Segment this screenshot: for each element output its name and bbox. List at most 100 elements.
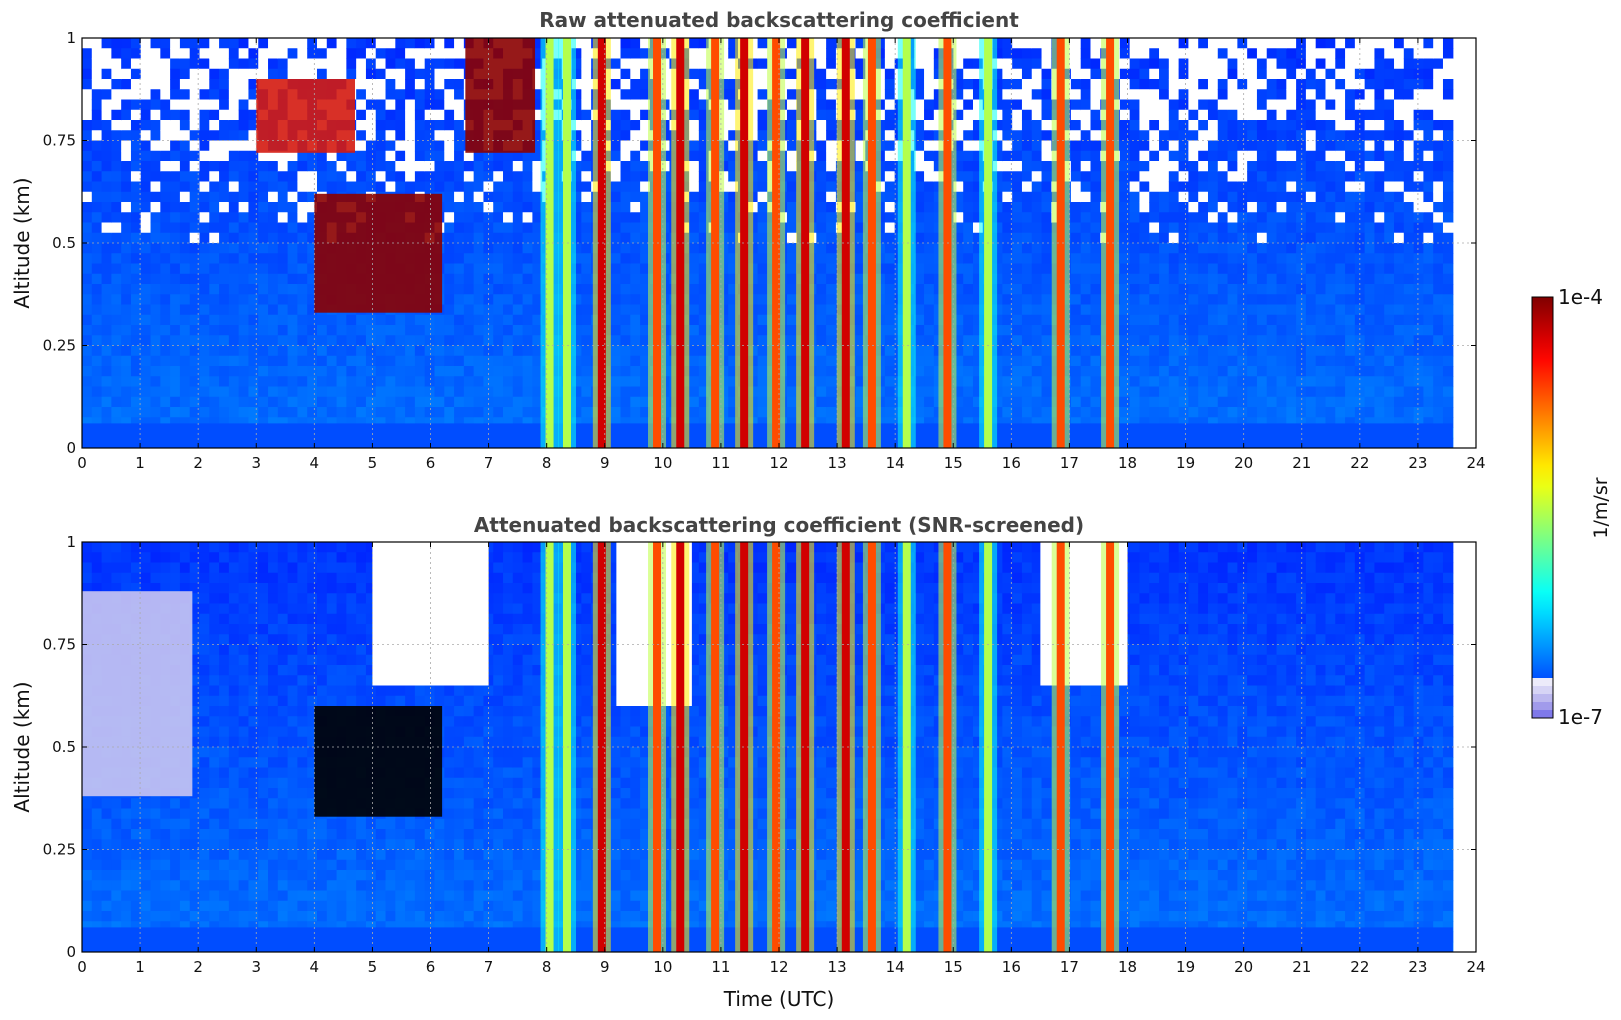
heat-cell <box>1217 304 1229 316</box>
heat-cell <box>1247 202 1258 213</box>
heat-cell <box>728 243 739 254</box>
heat-cell <box>209 89 220 101</box>
heat-cell <box>1070 396 1082 408</box>
heat-cell <box>1276 366 1287 377</box>
heat-cell <box>179 150 191 162</box>
heat-cell <box>953 232 964 244</box>
heat-cell <box>1296 120 1307 131</box>
heat-cell <box>640 325 651 336</box>
heat-cell <box>698 355 710 367</box>
heat-cell <box>963 304 974 316</box>
heat-cell <box>238 191 250 203</box>
heat-cell <box>1296 314 1307 326</box>
heat-cell <box>209 171 220 183</box>
heat-cell <box>385 407 396 418</box>
heat-cell <box>786 79 798 90</box>
heat-cell <box>91 161 103 172</box>
heat-cell <box>385 161 396 172</box>
heat-cell <box>620 99 631 111</box>
heat-cell <box>1266 386 1278 398</box>
heat-cell <box>522 150 533 162</box>
heat-cell <box>728 130 739 142</box>
heat-cell <box>1080 48 1092 60</box>
heat-cell <box>689 263 700 275</box>
heat-cell <box>238 130 250 142</box>
heat-cell <box>1149 99 1160 111</box>
heat-cell <box>855 212 866 224</box>
heat-cell <box>219 366 230 377</box>
heat-cell <box>522 202 533 213</box>
heat-cell <box>571 273 582 285</box>
heat-cell <box>1119 150 1131 162</box>
heat-cell <box>199 38 210 49</box>
heat-cell <box>1090 212 1101 224</box>
heat-cell <box>532 355 543 367</box>
heat-cell <box>689 345 700 357</box>
heat-cell <box>444 109 455 121</box>
heat-cell <box>326 48 338 60</box>
heat-cell <box>1159 109 1170 121</box>
heat-cell <box>277 386 289 398</box>
heat-cell <box>375 99 387 111</box>
heat-cell <box>1207 273 1219 285</box>
heat-cell <box>786 386 798 398</box>
heat-cell <box>1207 325 1219 336</box>
heat-cell <box>248 181 259 193</box>
heat-cell <box>1256 253 1268 265</box>
heat-cell <box>924 232 935 244</box>
heat-cell <box>728 376 739 388</box>
heat-cell <box>581 150 592 162</box>
heat-cell <box>170 253 181 265</box>
heat-cell <box>728 407 739 418</box>
heat-cell <box>228 355 240 367</box>
heat-cell <box>375 109 387 121</box>
heat-cell <box>287 386 299 398</box>
heat-cell <box>219 253 230 265</box>
heat-cell <box>620 68 631 80</box>
heat-cell <box>375 171 387 183</box>
heat-cell <box>1149 212 1160 224</box>
heat-cell <box>140 222 152 234</box>
heat-cell <box>277 222 289 234</box>
heat-cell <box>160 191 171 203</box>
heat-cell <box>630 130 641 142</box>
heat-cell <box>209 191 220 203</box>
heat-cell <box>757 89 768 101</box>
heat-cell <box>434 120 445 131</box>
heat-cell <box>1119 120 1131 131</box>
heat-cell <box>219 243 230 254</box>
heat-cell <box>130 376 142 388</box>
heat-cell <box>101 48 112 60</box>
heat-cell <box>209 314 220 326</box>
heat-cell <box>620 376 631 388</box>
heat-cell <box>1002 120 1013 131</box>
heat-cell <box>914 314 925 326</box>
heat-cell <box>728 222 739 234</box>
heat-cell <box>1207 140 1219 152</box>
heat-cell <box>884 140 896 152</box>
heat-cell <box>884 345 896 357</box>
heat-cell <box>571 325 582 336</box>
heat-cell <box>689 99 700 111</box>
heat-cell <box>884 314 896 326</box>
heat-cell <box>405 335 416 347</box>
heat-cell <box>1237 68 1248 80</box>
heat-cell <box>365 325 377 336</box>
heat-cell <box>160 243 171 254</box>
heat-cell <box>248 284 259 295</box>
heat-cell <box>522 263 533 275</box>
heat-cell <box>972 417 984 429</box>
heat-cell <box>121 48 132 60</box>
heat-cell <box>532 99 543 111</box>
heat-cell <box>1149 109 1160 121</box>
heat-cell <box>189 191 201 203</box>
heat-cell <box>1021 89 1033 101</box>
heat-cell <box>581 38 592 49</box>
heat-cell <box>140 58 152 70</box>
heat-cell <box>82 58 93 70</box>
heat-cell <box>101 202 112 213</box>
heat-cell <box>1276 232 1287 244</box>
heat-cell <box>816 191 827 203</box>
heat-cell <box>1070 294 1082 306</box>
heat-cell <box>571 89 582 101</box>
